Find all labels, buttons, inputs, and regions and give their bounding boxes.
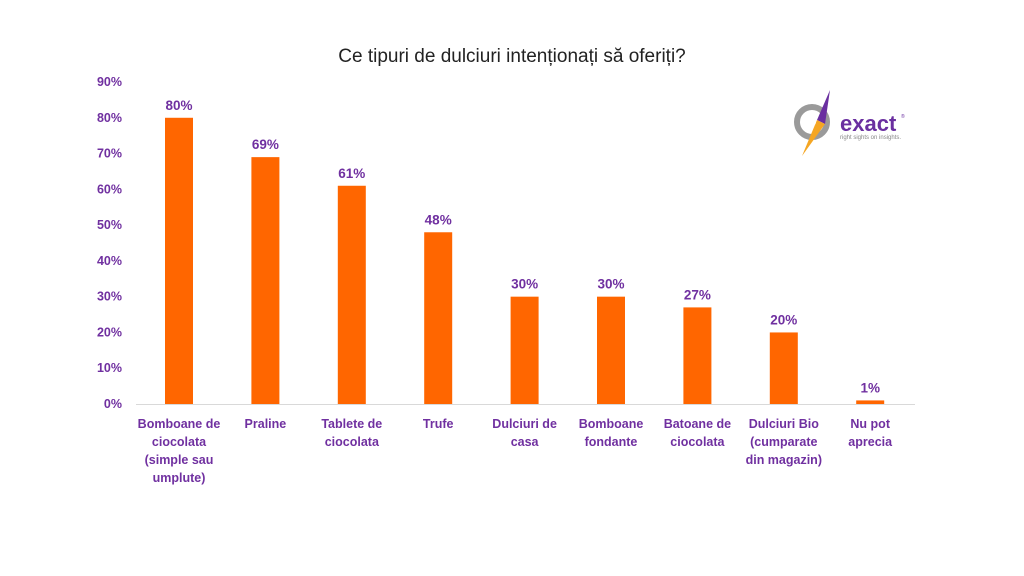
x-category-label: Bomboane de ciocolata (simple sau umplute) (138, 417, 221, 485)
y-tick-label: 10% (97, 361, 122, 375)
x-category-label: Trufe (423, 417, 454, 431)
data-label: 27% (684, 287, 711, 302)
y-tick-label: 40% (97, 254, 122, 268)
bar (510, 296, 539, 404)
x-category-label: Tablete de ciocolata (321, 417, 382, 449)
data-label: 30% (511, 277, 538, 292)
bar (856, 400, 885, 404)
data-label: 20% (770, 312, 797, 327)
exact-logo: exact ® right sights on insights. (790, 88, 920, 160)
y-tick-label: 60% (97, 182, 122, 196)
svg-text:right sights on insights.: right sights on insights. (840, 135, 901, 141)
bar (683, 307, 712, 404)
bar (597, 296, 625, 404)
bar (165, 117, 193, 405)
x-category-label: Praline (245, 417, 287, 431)
bar (337, 185, 366, 404)
compass-logo-icon: exact ® right sights on insights. (794, 90, 905, 156)
svg-text:®: ® (901, 113, 905, 120)
data-label: 61% (338, 166, 365, 181)
data-label: 30% (597, 277, 624, 292)
bar (424, 232, 453, 404)
y-tick-label: 90% (97, 75, 122, 89)
y-tick-label: 0% (104, 397, 122, 411)
chart-title: Ce tipuri de dulciuri intenționați să of… (338, 46, 686, 67)
x-category-label: Batoane de ciocolata (664, 417, 731, 449)
y-tick-label: 30% (97, 290, 122, 304)
y-tick-label: 50% (97, 218, 122, 232)
svg-text:exact: exact (840, 111, 897, 136)
x-category-label: Dulciuri de casa (492, 417, 557, 449)
x-category-label: Nu pot aprecia (848, 417, 893, 449)
data-label: 69% (252, 137, 279, 152)
y-tick-label: 20% (97, 325, 122, 339)
data-label: 1% (860, 380, 880, 395)
data-label: 48% (425, 212, 452, 227)
bar (251, 157, 280, 404)
bar (769, 332, 798, 404)
data-label: 80% (165, 98, 192, 113)
y-tick-label: 80% (97, 111, 122, 125)
y-tick-label: 70% (97, 147, 122, 161)
x-category-label: Bomboane fondante (579, 417, 644, 449)
x-category-label: Dulciuri Bio (cumparate din magazin) (746, 417, 822, 467)
